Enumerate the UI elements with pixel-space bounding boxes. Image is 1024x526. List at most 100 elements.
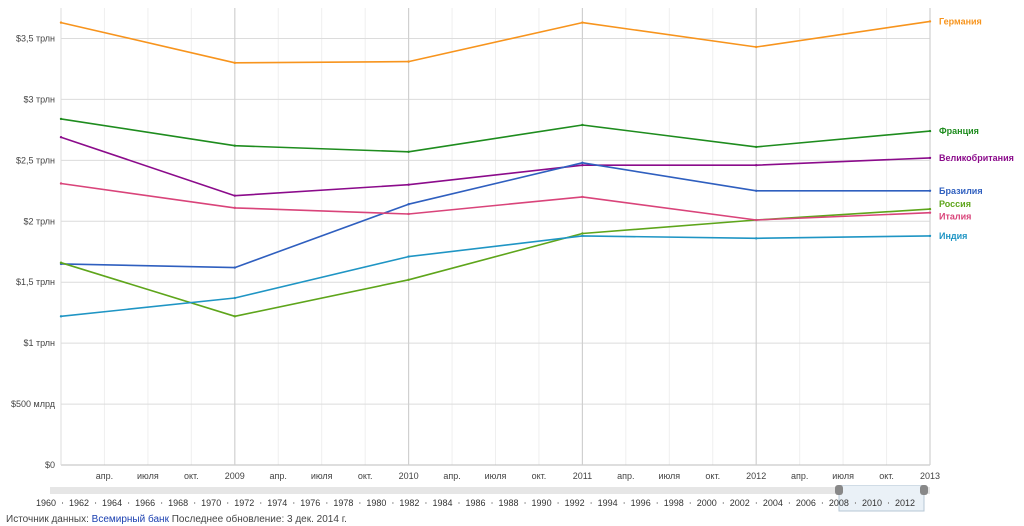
slider-handle-left[interactable] <box>835 485 843 495</box>
timeline-year-label: 2002 <box>730 498 750 508</box>
data-point[interactable] <box>407 278 410 281</box>
timeline-year-label: 2008 <box>829 498 849 508</box>
data-point[interactable] <box>581 161 584 164</box>
y-tick-label: $1 трлн <box>23 338 55 348</box>
x-tick-label: 2011 <box>573 471 592 481</box>
data-point[interactable] <box>581 21 584 24</box>
x-tick-label: апр. <box>617 471 634 481</box>
data-point[interactable] <box>581 195 584 199</box>
data-point[interactable] <box>755 189 758 192</box>
data-point[interactable] <box>928 156 932 160</box>
timeline-year-label: 1982 <box>399 498 419 508</box>
data-point[interactable] <box>755 45 758 49</box>
slider-selection[interactable] <box>838 485 925 512</box>
y-tick-label: $0 <box>45 460 55 470</box>
series-line[interactable] <box>60 136 931 197</box>
x-tick-label: апр. <box>96 471 113 481</box>
timeline-year-label: 1966 <box>135 498 155 508</box>
data-point[interactable] <box>928 20 932 23</box>
data-point[interactable] <box>407 203 410 206</box>
data-point[interactable] <box>928 189 932 192</box>
timeline-year-label: 1984 <box>432 498 452 508</box>
timeline-year-label: 2006 <box>796 498 816 508</box>
x-tick-label: 2012 <box>746 471 766 481</box>
data-point[interactable] <box>755 237 758 240</box>
data-point[interactable] <box>59 117 63 121</box>
slider-track[interactable] <box>50 487 930 494</box>
data-point[interactable] <box>59 315 63 318</box>
data-point[interactable] <box>581 234 584 238</box>
timeline-year-label: 1974 <box>267 498 287 508</box>
slider-handle-right[interactable] <box>920 485 928 495</box>
data-point[interactable] <box>59 21 63 24</box>
series-label: Бразилия <box>939 186 983 196</box>
x-tick-label: окт. <box>532 471 547 481</box>
series-label: Франция <box>939 126 979 136</box>
timeline-year-label: 1986 <box>465 498 485 508</box>
data-point[interactable] <box>233 194 236 197</box>
x-tick-label: июля <box>832 471 854 481</box>
data-point[interactable] <box>407 212 410 216</box>
x-tick-label: 2010 <box>399 471 419 481</box>
timeline-year-label: 2012 <box>895 498 915 508</box>
x-tick-label: апр. <box>270 471 287 481</box>
series-line[interactable] <box>60 182 931 221</box>
timeline-year-label: 1972 <box>234 498 254 508</box>
data-point[interactable] <box>407 60 410 63</box>
x-tick-label: июля <box>311 471 333 481</box>
source-link[interactable]: Всемирный банк <box>91 514 169 525</box>
x-tick-label: 2013 <box>920 471 940 481</box>
data-point[interactable] <box>407 150 410 154</box>
data-point[interactable] <box>581 232 584 235</box>
series-label: Великобритания <box>939 153 1014 163</box>
x-tick-label: окт. <box>705 471 720 481</box>
data-point[interactable] <box>407 183 410 186</box>
data-point[interactable] <box>233 206 236 210</box>
timeline-year-label: 1992 <box>565 498 585 508</box>
timeline-year-label: 1994 <box>598 498 618 508</box>
data-point[interactable] <box>581 123 584 127</box>
series-line[interactable] <box>60 118 931 153</box>
data-point[interactable] <box>233 315 236 318</box>
y-tick-label: $500 млрд <box>11 399 56 409</box>
data-point[interactable] <box>59 182 63 185</box>
timeline-year-label: 1964 <box>102 498 122 508</box>
y-tick-label: $2,5 трлн <box>16 155 55 165</box>
data-point[interactable] <box>928 129 932 133</box>
time-range-slider[interactable]: 1960 1962 1964 1966 1968 1970 1972 1974 1976 1978… <box>0 485 1024 513</box>
data-point[interactable] <box>581 164 584 167</box>
data-point[interactable] <box>755 145 758 149</box>
data-point[interactable] <box>59 261 63 264</box>
timeline-year-label: 1960 <box>36 498 56 508</box>
data-point[interactable] <box>755 164 758 167</box>
x-tick-label: окт. <box>358 471 373 481</box>
timeline-year-label: 2000 <box>697 498 717 508</box>
y-tick-label: $1,5 трлн <box>16 277 55 287</box>
timeline-year-label: 1968 <box>168 498 188 508</box>
data-point[interactable] <box>928 234 932 238</box>
data-point[interactable] <box>407 255 410 258</box>
series-line[interactable] <box>60 162 930 269</box>
data-point[interactable] <box>59 135 63 139</box>
data-point[interactable] <box>233 296 236 300</box>
y-tick-label: $3,5 трлн <box>16 33 55 43</box>
data-point[interactable] <box>928 211 932 214</box>
data-point[interactable] <box>755 218 758 222</box>
timeline-year-label: 1978 <box>333 498 353 508</box>
x-axis-tick-labels: апр. июля окт. 2009 апр. июля окт. 2010 апр. июля… <box>96 471 940 481</box>
series-label: Италия <box>939 212 971 222</box>
data-source-note: Источник данных: Всемирный банк Последне… <box>6 514 347 526</box>
series-line[interactable] <box>60 235 931 318</box>
x-tick-label: июля <box>137 471 159 481</box>
data-point[interactable] <box>233 144 236 147</box>
timeline-year-label: 1976 <box>300 498 320 508</box>
data-point[interactable] <box>233 61 236 65</box>
series-line[interactable] <box>60 20 931 64</box>
data-point[interactable] <box>233 266 236 269</box>
data-point[interactable] <box>928 207 932 211</box>
timeline-year-label: 1990 <box>532 498 552 508</box>
source-updated: Последнее обновление: 3 дек. 2014 г. <box>168 514 347 525</box>
timeline-year-label: 1988 <box>499 498 519 508</box>
minor-gridlines <box>103 8 888 465</box>
series-label: Германия <box>939 16 982 26</box>
